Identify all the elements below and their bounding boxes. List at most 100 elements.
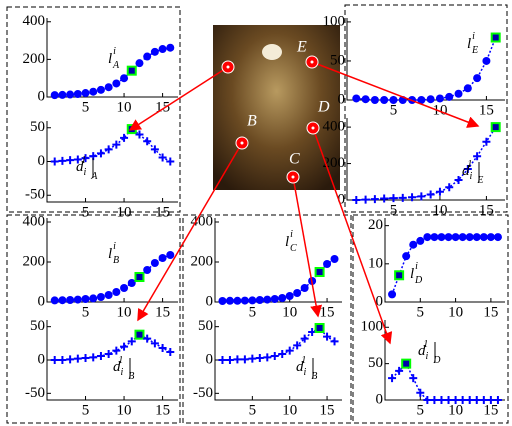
data-point (50, 356, 59, 364)
label-part: i (84, 167, 87, 178)
data-point (300, 284, 309, 292)
series-label: di1D (418, 339, 441, 366)
x-tick-label: 15 (155, 204, 170, 220)
data-point (463, 165, 472, 174)
y-tick-label: -50 (25, 385, 45, 401)
data-point (451, 396, 460, 404)
data-point (323, 260, 332, 268)
data-point (135, 130, 144, 139)
data-point (270, 295, 279, 303)
axis (346, 118, 505, 201)
group-box (6, 6, 181, 213)
axis (46, 121, 178, 203)
data-point (398, 193, 407, 202)
data-line (54, 128, 171, 163)
data-point (218, 297, 227, 305)
data-point (112, 288, 121, 296)
data-point (58, 90, 67, 99)
y-tick-label: 20 (368, 217, 383, 233)
data-point (127, 337, 136, 346)
data-point (158, 45, 167, 54)
subplot: 0 10 20 5 10 15 li D (368, 217, 505, 320)
axis (384, 218, 505, 303)
data-point (408, 193, 417, 202)
data-point (255, 296, 264, 304)
data-point (435, 94, 444, 103)
subplot: 0 200 400 5 10 15 li B (23, 213, 178, 320)
y-tick-label: 200 (23, 253, 46, 269)
x-tick-label: 5 (249, 304, 257, 320)
label-part: d (296, 359, 304, 375)
data-point (423, 396, 432, 404)
y-tick-label: 100 (323, 13, 346, 29)
data-point (417, 96, 426, 104)
label-part: A (112, 60, 120, 71)
arrow-origin-dot (310, 60, 314, 64)
x-tick-label: 15 (479, 102, 494, 118)
arrow (292, 176, 323, 318)
label-part: 1 (301, 355, 306, 366)
y-tick-label: 200 (191, 253, 214, 269)
data-point (58, 356, 67, 364)
data-point (150, 47, 159, 56)
y-tick-label: 0 (338, 91, 346, 107)
series-label: di1B (296, 355, 317, 382)
data-point (143, 52, 152, 61)
data-point (293, 289, 302, 297)
data-point (166, 251, 175, 259)
y-tick-label: 0 (206, 351, 214, 367)
highlight-point (314, 323, 325, 333)
series-label: di1A (76, 155, 98, 182)
data-line (391, 362, 498, 401)
arrow (311, 61, 480, 128)
x-tick-label: 5 (82, 402, 90, 418)
subplot: -50 0 50 5 10 15 di1B (25, 318, 178, 418)
data-point (402, 252, 411, 261)
data-point (127, 279, 136, 287)
x-tick-label: 10 (282, 402, 297, 418)
data-point (73, 155, 82, 164)
data-point (104, 83, 113, 92)
x-tick-label: 15 (155, 304, 170, 320)
y-tick-label: 0 (38, 293, 46, 309)
y-tick-label: 0 (376, 391, 384, 407)
data-point (380, 96, 389, 104)
x-tick-label: 5 (390, 202, 398, 218)
data-point (473, 152, 482, 161)
highlight-point (314, 267, 325, 277)
data-point (445, 92, 454, 101)
data-point (150, 259, 159, 267)
data-line (54, 46, 171, 96)
data-point (66, 90, 75, 99)
data-point (143, 137, 152, 146)
data-point (486, 233, 495, 242)
data-point (409, 240, 418, 249)
y-tick-label: 50 (30, 318, 45, 334)
label-part: l (285, 234, 289, 250)
label-part: i (415, 261, 418, 272)
photo-annotations: E B C D (247, 39, 330, 168)
y-tick-label: 10 (368, 255, 383, 271)
data-point (104, 350, 113, 358)
series-label: di1E (462, 159, 483, 186)
highlight-point (126, 65, 137, 76)
label-part: B (113, 255, 119, 266)
x-tick-label: 15 (483, 304, 498, 320)
data-point (158, 153, 167, 162)
data-point (96, 149, 105, 158)
data-line (391, 236, 498, 295)
axis (46, 18, 178, 98)
data-point (293, 341, 302, 350)
x-tick-label: 5 (417, 304, 425, 320)
data-point (285, 292, 294, 300)
y-tick-label: -50 (193, 385, 213, 401)
label-part: d (113, 359, 121, 375)
data-point (112, 346, 121, 355)
data-point (58, 296, 67, 305)
x-tick-label: 5 (390, 102, 398, 118)
data-point (225, 296, 234, 305)
label-part: i (304, 367, 307, 378)
data-point (143, 334, 152, 343)
data-point (370, 96, 379, 104)
